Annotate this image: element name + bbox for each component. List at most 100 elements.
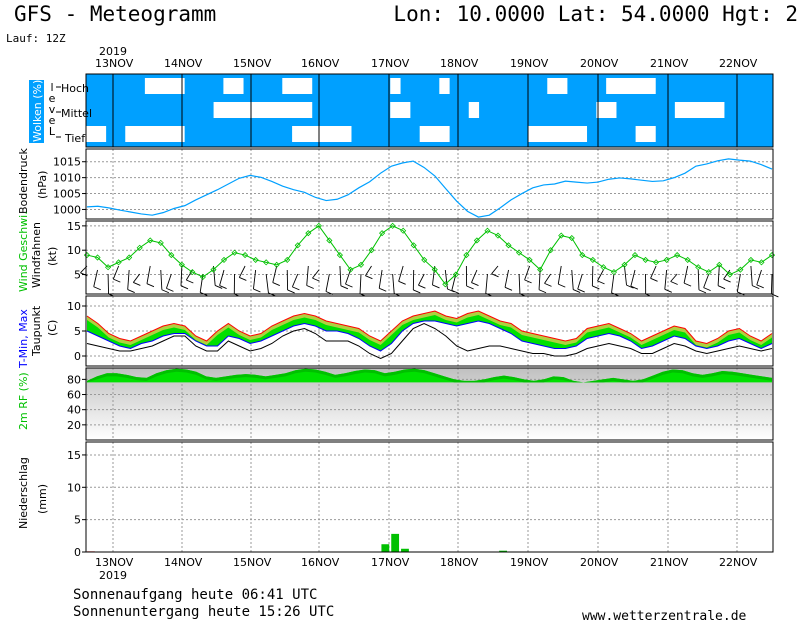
wind-barb-flag bbox=[161, 289, 170, 294]
wind-speed-point bbox=[653, 259, 660, 266]
y-tick-label: 1010 bbox=[53, 172, 81, 185]
cloud-cell-clear bbox=[390, 102, 401, 118]
wind-barb-flag bbox=[287, 289, 295, 294]
cloud-cell-clear bbox=[213, 102, 224, 118]
wind-barb bbox=[717, 265, 720, 286]
date-label-bottom: 16NOV bbox=[301, 556, 340, 569]
date-label-bottom: 14NOV bbox=[164, 556, 203, 569]
wind-barb-flag bbox=[683, 282, 692, 287]
cloud-cell-clear bbox=[311, 126, 323, 142]
y-tick-label: 1000 bbox=[53, 203, 81, 216]
wind-barb bbox=[265, 273, 269, 293]
cloud-cell-clear bbox=[282, 78, 293, 94]
cloud-cell-clear bbox=[301, 102, 313, 118]
level-letter: L bbox=[49, 125, 56, 138]
cloud-cell-clear bbox=[694, 102, 705, 118]
date-label-top: 21NOV bbox=[650, 57, 689, 70]
cloud-cell-clear bbox=[714, 102, 725, 118]
cloud-panel-frame bbox=[85, 73, 774, 148]
wind-barb bbox=[544, 273, 552, 284]
wind-barb-flag bbox=[703, 287, 711, 292]
cloud-cell-clear bbox=[557, 126, 568, 142]
wind-barb bbox=[670, 273, 678, 282]
cloud-cell-clear bbox=[154, 126, 166, 142]
wind-barb bbox=[750, 265, 753, 286]
temperature-axis-label: T-Min, Max bbox=[17, 309, 30, 369]
wind-speed-point bbox=[442, 281, 449, 288]
wind-barb bbox=[703, 273, 710, 288]
year-label-bottom: 2019 bbox=[99, 569, 127, 582]
wind-barb-flag bbox=[379, 287, 387, 292]
wind-barb bbox=[359, 273, 362, 294]
wind-speed-point bbox=[695, 264, 702, 271]
cloud-cell-clear bbox=[135, 126, 146, 142]
wind-speed-point bbox=[210, 266, 217, 273]
wind-barb-flag bbox=[146, 283, 155, 288]
y-tick-label: 1005 bbox=[53, 188, 81, 201]
pressure-panel-background bbox=[86, 149, 773, 219]
wind-barb bbox=[485, 273, 488, 294]
date-label-bottom: 21NOV bbox=[650, 556, 689, 569]
wind-barb bbox=[577, 273, 583, 290]
y-tick-label: 5 bbox=[74, 269, 81, 282]
level-letter: v bbox=[49, 103, 56, 116]
date-label-bottom: 22NOV bbox=[719, 556, 758, 569]
wind-barb bbox=[160, 269, 163, 290]
wind-barb-flag bbox=[133, 282, 141, 286]
precip-bar bbox=[381, 544, 390, 552]
cloud-cell-clear bbox=[301, 78, 313, 94]
source-url[interactable]: www.wetterzentrale.de bbox=[582, 609, 747, 624]
wind-barb-flag bbox=[717, 285, 726, 290]
cloud-cell-clear bbox=[233, 78, 244, 94]
precip-bar bbox=[391, 533, 400, 552]
wind-barb bbox=[624, 265, 627, 286]
wind-speed-point bbox=[473, 237, 480, 244]
cloud-cell-clear bbox=[468, 102, 480, 118]
wind-speed-point bbox=[452, 271, 459, 278]
level-label-middle: Mittel bbox=[61, 107, 92, 120]
wind-speed-point bbox=[579, 252, 586, 259]
wind-speed-point bbox=[716, 261, 723, 268]
wind-barb bbox=[93, 269, 98, 287]
wind-barb-flag bbox=[93, 286, 101, 291]
wind-speed-point bbox=[705, 269, 712, 276]
cloud-cell-clear bbox=[144, 126, 156, 142]
temperature-tick-labels: 0 5 10 bbox=[67, 300, 86, 363]
wind-speed-point bbox=[379, 230, 386, 237]
wind-speed-point bbox=[610, 269, 617, 276]
wind-barb bbox=[392, 273, 395, 294]
cloud-cell-clear bbox=[645, 126, 656, 142]
humidity-axis-label: 2m RF (%) bbox=[17, 372, 30, 430]
cloud-cell-clear bbox=[262, 102, 273, 118]
wind-speed-point bbox=[105, 264, 112, 271]
wind-speed-point bbox=[126, 254, 133, 261]
wind-unit-label: (kt) bbox=[46, 247, 59, 266]
wind-barb-flag bbox=[664, 288, 672, 293]
cloud-cell-clear bbox=[174, 78, 185, 94]
wind-barb-flag bbox=[113, 278, 121, 283]
wind-speed-point bbox=[94, 254, 101, 261]
wind-barb-flag bbox=[186, 279, 194, 284]
wind-speed-point bbox=[463, 252, 470, 259]
wind-barb bbox=[664, 269, 668, 290]
humidity-tick-labels: 20 40 60 80 bbox=[67, 373, 86, 432]
temperature-upper-band bbox=[87, 311, 772, 348]
wind-speed-point bbox=[558, 232, 565, 239]
cloud-cell-clear bbox=[243, 102, 254, 118]
wind-barb-flag bbox=[577, 288, 585, 293]
wind-speed-point bbox=[505, 242, 512, 249]
wind-barb bbox=[471, 269, 478, 283]
tmin-line bbox=[86, 320, 773, 352]
wind-barb-flag bbox=[365, 275, 373, 280]
wind-barb-flag bbox=[340, 285, 349, 290]
wind-barb-flag bbox=[214, 284, 223, 289]
wind-barb-flag bbox=[272, 282, 280, 286]
wind-barb bbox=[112, 265, 120, 280]
wind-barb-flag bbox=[756, 284, 764, 289]
cloud-cells bbox=[86, 78, 725, 142]
wind-speed-point bbox=[663, 256, 670, 263]
wind-barb bbox=[538, 269, 541, 290]
cloud-cell-clear bbox=[684, 102, 695, 118]
